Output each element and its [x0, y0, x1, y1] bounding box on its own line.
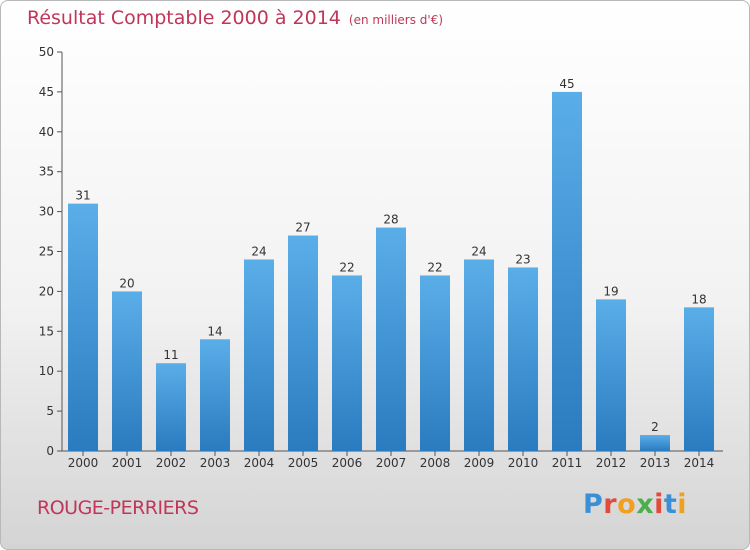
logo-letter: i	[654, 489, 664, 520]
y-tick-label: 20	[39, 284, 54, 298]
chart-title: Résultat Comptable 2000 à 2014 (en millie…	[27, 7, 443, 29]
proxiti-logo[interactable]: Proxiti	[583, 489, 687, 520]
chart-unit-label: (en milliers d'€)	[348, 13, 444, 27]
bar-value-label: 2	[651, 420, 659, 434]
x-tick-label: 2008	[420, 456, 451, 470]
y-tick-label: 30	[39, 205, 54, 219]
bar-2004	[244, 259, 274, 451]
bar-value-label: 24	[251, 244, 266, 258]
bar-2001	[112, 291, 142, 451]
y-tick-label: 25	[39, 245, 54, 259]
bar-value-label: 19	[603, 284, 618, 298]
chart-title-text: Résultat Comptable 2000 à 2014	[27, 7, 341, 29]
y-tick-label: 35	[39, 165, 54, 179]
x-tick-label: 2003	[200, 456, 231, 470]
logo-letter: r	[603, 489, 618, 520]
y-tick-label: 10	[39, 364, 54, 378]
bar-2000	[68, 203, 98, 451]
x-tick-label: 2001	[112, 456, 143, 470]
bar-2003	[200, 339, 230, 451]
bar-2005	[288, 235, 318, 451]
logo-letter: o	[617, 489, 637, 520]
bar-2002	[156, 363, 186, 451]
x-tick-label: 2010	[508, 456, 539, 470]
bar-2011	[552, 91, 582, 452]
bar-value-label: 24	[471, 244, 486, 258]
y-tick-label: 40	[39, 125, 54, 139]
bar-value-label: 11	[163, 348, 178, 362]
logo-letter: i	[677, 489, 688, 520]
x-tick-label: 2004	[244, 456, 275, 470]
bar-2012	[596, 299, 626, 451]
bar-value-label: 22	[427, 260, 442, 274]
x-tick-label: 2012	[596, 456, 627, 470]
bar-value-label: 27	[295, 221, 310, 235]
x-tick-label: 2011	[552, 456, 583, 470]
logo-letter: P	[583, 489, 604, 520]
bar-value-label: 14	[207, 324, 222, 338]
bar-value-label: 31	[75, 189, 90, 203]
y-tick-label: 45	[39, 85, 54, 99]
x-tick-label: 2000	[68, 456, 99, 470]
town-name: ROUGE-PERRIERS	[37, 497, 199, 519]
x-tick-label: 2006	[332, 456, 363, 470]
bar-2006	[332, 275, 362, 451]
bar-2007	[376, 227, 406, 451]
bar-2008	[420, 275, 450, 451]
logo-letter: x	[636, 489, 655, 520]
bar-2013	[640, 435, 670, 451]
bar-2014	[684, 307, 714, 451]
bar-value-label: 20	[119, 276, 134, 290]
y-tick-label: 15	[39, 324, 54, 338]
bar-value-label: 45	[559, 77, 574, 91]
bar-value-label: 23	[515, 252, 530, 266]
x-tick-label: 2007	[376, 456, 407, 470]
bar-2009	[464, 259, 494, 451]
y-tick-label: 0	[46, 444, 54, 458]
y-tick-label: 50	[39, 45, 54, 59]
bar-value-label: 18	[691, 292, 706, 306]
x-tick-label: 2002	[156, 456, 187, 470]
logo-letter: t	[663, 489, 678, 520]
y-tick-label: 5	[46, 404, 54, 418]
x-tick-label: 2014	[684, 456, 715, 470]
x-tick-label: 2009	[464, 456, 495, 470]
x-tick-label: 2005	[288, 456, 319, 470]
bar-2010	[508, 267, 538, 451]
bar-value-label: 22	[339, 260, 354, 274]
x-tick-label: 2013	[640, 456, 671, 470]
bar-value-label: 28	[383, 213, 398, 227]
